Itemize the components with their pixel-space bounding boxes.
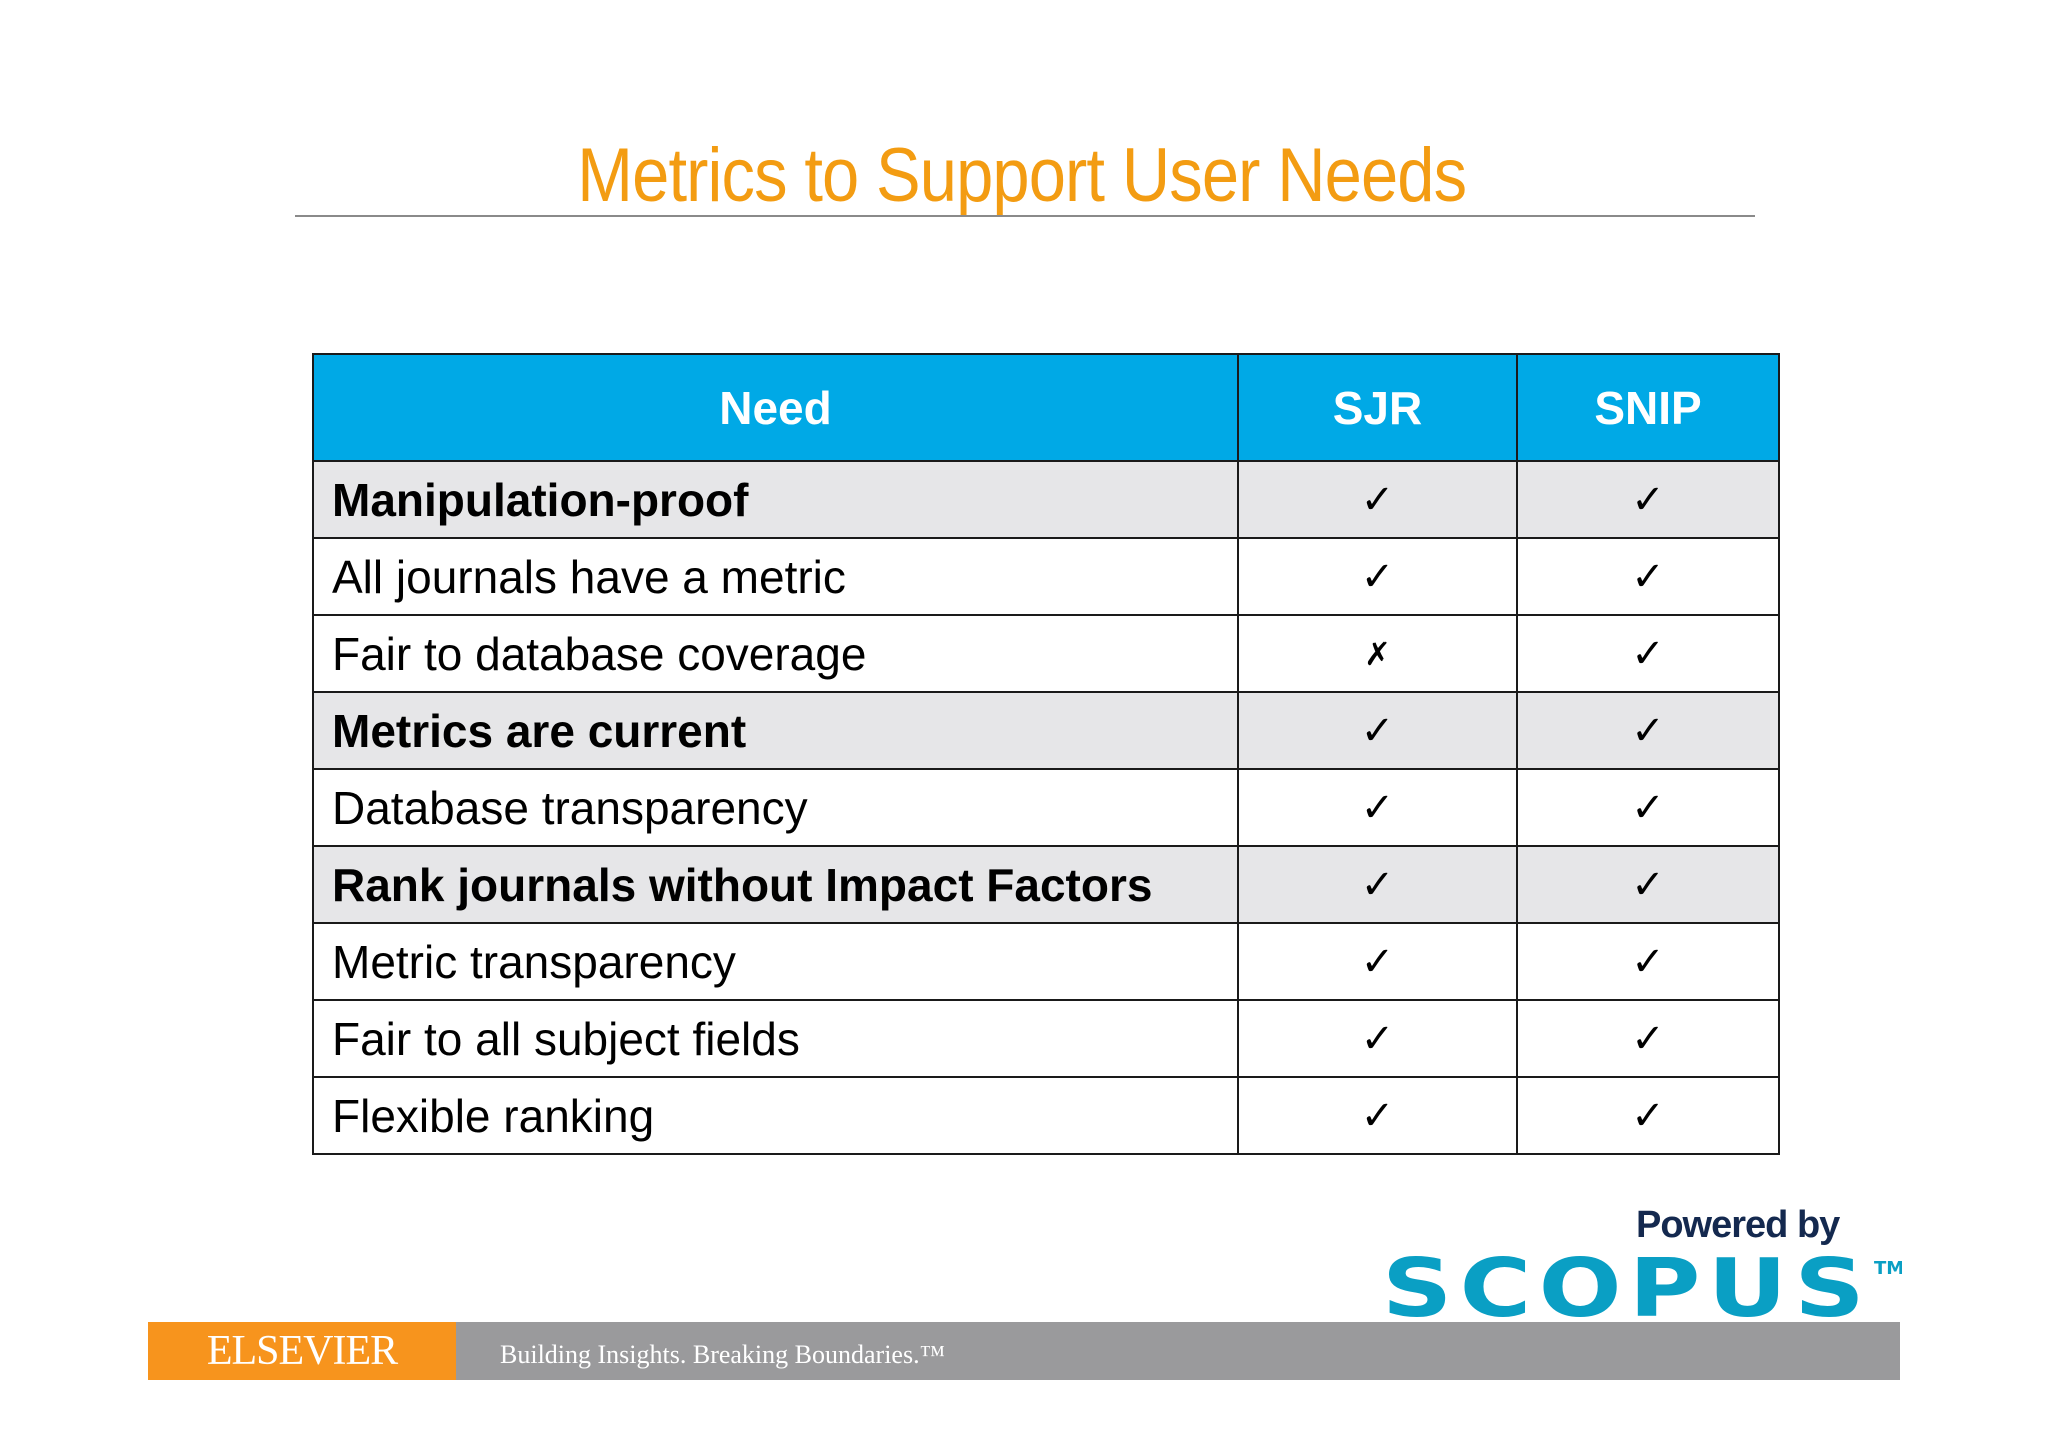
header-need: Need	[312, 353, 1239, 462]
snip-check-icon: ✓	[1516, 845, 1780, 924]
table-row: Rank journals without Impact Factors ✓ ✓	[312, 845, 1780, 924]
title-divider	[295, 215, 1755, 217]
scopus-trademark: TM	[1874, 1258, 1902, 1279]
sjr-check-icon: ✓	[1237, 1076, 1518, 1155]
snip-check-icon: ✓	[1516, 691, 1780, 770]
header-snip: SNIP	[1516, 353, 1780, 462]
sjr-check-icon: ✓	[1237, 845, 1518, 924]
table-header-row: Need SJR SNIP	[312, 353, 1780, 462]
footer-tagline: Building Insights. Breaking Boundaries.™	[500, 1340, 946, 1369]
sjr-check-icon: ✓	[1237, 768, 1518, 847]
snip-check-icon: ✓	[1516, 460, 1780, 539]
powered-by-label: Powered by	[1636, 1204, 1840, 1246]
need-cell: Metric transparency	[312, 922, 1239, 1001]
table-row: Fair to all subject fields ✓ ✓	[312, 999, 1780, 1078]
table-row: Metric transparency ✓ ✓	[312, 922, 1780, 1001]
sjr-check-icon: ✓	[1237, 922, 1518, 1001]
table-row: Database transparency ✓ ✓	[312, 768, 1780, 847]
need-cell: Manipulation-proof	[312, 460, 1239, 539]
header-sjr: SJR	[1237, 353, 1518, 462]
snip-check-icon: ✓	[1516, 999, 1780, 1078]
need-cell: Fair to database coverage	[312, 614, 1239, 693]
snip-check-icon: ✓	[1516, 1076, 1780, 1155]
table-row: All journals have a metric ✓ ✓	[312, 537, 1780, 616]
metrics-table: Need SJR SNIP Manipulation-proof ✓ ✓ All jo…	[312, 353, 1780, 1155]
need-cell: Metrics are current	[312, 691, 1239, 770]
table-row: Fair to database coverage ✗ ✓	[312, 614, 1780, 693]
slide-title: Metrics to Support User Needs	[577, 133, 1467, 218]
scopus-wordmark: SCOPUS	[1382, 1250, 1872, 1320]
snip-check-icon: ✓	[1516, 768, 1780, 847]
table-body: Manipulation-proof ✓ ✓ All journals have a …	[312, 460, 1780, 1155]
need-cell: All journals have a metric	[312, 537, 1239, 616]
sjr-check-icon: ✓	[1237, 460, 1518, 539]
table-row: Manipulation-proof ✓ ✓	[312, 460, 1780, 539]
elsevier-logo: ELSEVIER	[148, 1322, 456, 1380]
sjr-cross-icon: ✗	[1237, 614, 1518, 693]
need-cell: Fair to all subject fields	[312, 999, 1239, 1078]
sjr-check-icon: ✓	[1237, 691, 1518, 770]
snip-check-icon: ✓	[1516, 922, 1780, 1001]
need-cell: Rank journals without Impact Factors	[312, 845, 1239, 924]
sjr-check-icon: ✓	[1237, 537, 1518, 616]
table-row: Metrics are current ✓ ✓	[312, 691, 1780, 770]
need-cell: Database transparency	[312, 768, 1239, 847]
table-row: Flexible ranking ✓ ✓	[312, 1076, 1780, 1155]
need-cell: Flexible ranking	[312, 1076, 1239, 1155]
snip-check-icon: ✓	[1516, 537, 1780, 616]
sjr-check-icon: ✓	[1237, 999, 1518, 1078]
snip-check-icon: ✓	[1516, 614, 1780, 693]
scopus-logo: SCOPUS TM	[1382, 1250, 1902, 1320]
